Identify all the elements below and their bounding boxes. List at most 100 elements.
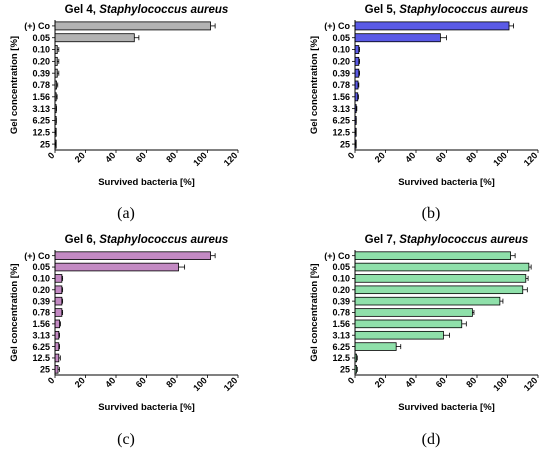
x-tick-label: 20	[73, 150, 87, 164]
y-axis-label: Gel concentration [%]	[309, 36, 320, 134]
x-axis-label: Survived bacteria [%]	[398, 177, 495, 188]
x-tick-label: 0	[46, 375, 57, 386]
panel-label: (d)	[422, 431, 441, 448]
chart-title-species: Staphylococcus aureus	[99, 234, 228, 246]
x-axis-label: Survived bacteria [%]	[398, 402, 495, 413]
chart-title-gel: Gel 5,	[365, 4, 400, 16]
x-tick-label: 40	[103, 375, 117, 389]
y-tick-label: 0.39	[32, 296, 50, 306]
bar	[354, 285, 524, 295]
bar	[54, 274, 63, 283]
bar	[54, 262, 179, 272]
x-tick-label: 20	[373, 150, 387, 164]
y-tick-label: 0.05	[32, 33, 50, 43]
y-tick-label: 1.56	[332, 92, 350, 102]
x-tick-label: 60	[134, 150, 148, 164]
panel-label: (b)	[422, 205, 441, 222]
x-tick-label: 80	[464, 150, 478, 164]
y-tick-label: 6.25	[32, 342, 50, 352]
x-tick-label: 120	[522, 150, 540, 168]
x-tick-label: 0	[46, 150, 57, 161]
chart-title-gel: Gel 6,	[65, 234, 100, 246]
x-tick-label: 40	[103, 150, 117, 164]
bar	[354, 45, 360, 54]
bar	[354, 262, 530, 272]
y-tick-label: 0.10	[332, 274, 350, 284]
chart-title: Gel 4, Staphylococcus aureus	[65, 4, 229, 16]
y-tick-label: 1.56	[32, 92, 50, 102]
x-tick-label: 60	[434, 375, 448, 389]
y-tick-label: 0.39	[32, 68, 50, 78]
y-tick-label: 1.56	[332, 319, 350, 329]
y-tick-label: 25	[340, 365, 350, 375]
y-tick-label: 0.20	[332, 285, 350, 295]
x-tick-label: 0	[346, 375, 357, 386]
x-tick-label: 60	[434, 150, 448, 164]
y-tick-label: 12.5	[32, 353, 50, 363]
bar	[54, 308, 63, 317]
panel-label: (a)	[117, 205, 135, 222]
y-tick-label: 0.05	[332, 262, 350, 272]
bar	[354, 56, 360, 66]
x-tick-label: 100	[191, 375, 209, 393]
y-tick-label: 0.10	[32, 45, 50, 55]
x-tick-label: 40	[403, 150, 417, 164]
bar	[354, 274, 527, 283]
bar	[354, 296, 501, 306]
y-axis-label: Gel concentration [%]	[309, 263, 320, 361]
bar	[54, 296, 63, 306]
bar	[354, 308, 473, 317]
y-tick-label: 12.5	[32, 127, 50, 137]
chart-title-gel: Gel 4,	[65, 4, 100, 16]
y-tick-label: 3.13	[332, 330, 350, 340]
x-tick-label: 0	[346, 150, 357, 161]
y-tick-label: 12.5	[332, 127, 350, 137]
bar	[354, 21, 510, 31]
chart-panel: Gel 4, Staphylococcus aureus (+) Co 0.05 0.…	[9, 4, 239, 222]
bar	[54, 353, 60, 363]
y-tick-label: 25	[40, 365, 50, 375]
bar	[54, 342, 60, 351]
y-tick-label: 25	[340, 139, 350, 149]
chart-title: Gel 6, Staphylococcus aureus	[65, 234, 229, 246]
y-tick-label: 0.78	[332, 308, 350, 318]
chart-title-species: Staphylococcus aureus	[399, 234, 528, 246]
bar	[54, 251, 211, 260]
chart-panel: Gel 5, Staphylococcus aureus (+) Co 0.05 0.…	[309, 4, 539, 222]
y-tick-label: (+) Co	[24, 251, 50, 261]
y-axis-label: Gel concentration [%]	[9, 263, 20, 361]
x-tick-label: 100	[491, 375, 509, 393]
bar	[54, 319, 60, 329]
y-tick-label: 0.05	[332, 33, 350, 43]
y-tick-label: 0.10	[332, 45, 350, 55]
x-tick-label: 20	[73, 375, 87, 389]
x-axis-label: Survived bacteria [%]	[98, 402, 195, 413]
y-tick-label: 0.78	[32, 80, 50, 90]
y-tick-label: 1.56	[32, 319, 50, 329]
panel-label: (c)	[117, 431, 135, 448]
x-tick-label: 20	[373, 375, 387, 389]
y-tick-label: (+) Co	[324, 251, 350, 261]
y-tick-label: 3.13	[32, 330, 50, 340]
bar	[354, 330, 444, 340]
x-axis-label: Survived bacteria [%]	[98, 177, 195, 188]
y-tick-label: 6.25	[332, 342, 350, 352]
y-tick-label: 6.25	[332, 116, 350, 126]
x-tick-label: 100	[491, 150, 509, 168]
y-tick-label: 0.39	[332, 68, 350, 78]
bar	[354, 68, 360, 78]
y-tick-label: 0.20	[332, 57, 350, 67]
x-tick-label: 120	[522, 375, 540, 393]
bar	[54, 285, 63, 295]
bar	[354, 342, 397, 351]
y-tick-label: 0.10	[32, 274, 50, 284]
y-tick-label: 12.5	[332, 353, 350, 363]
x-tick-label: 120	[222, 375, 240, 393]
x-tick-label: 40	[403, 375, 417, 389]
x-tick-label: 80	[164, 150, 178, 164]
y-tick-label: 0.78	[332, 80, 350, 90]
bar	[354, 319, 463, 329]
y-tick-label: (+) Co	[24, 21, 50, 31]
chart-title-species: Staphylococcus aureus	[399, 4, 528, 16]
